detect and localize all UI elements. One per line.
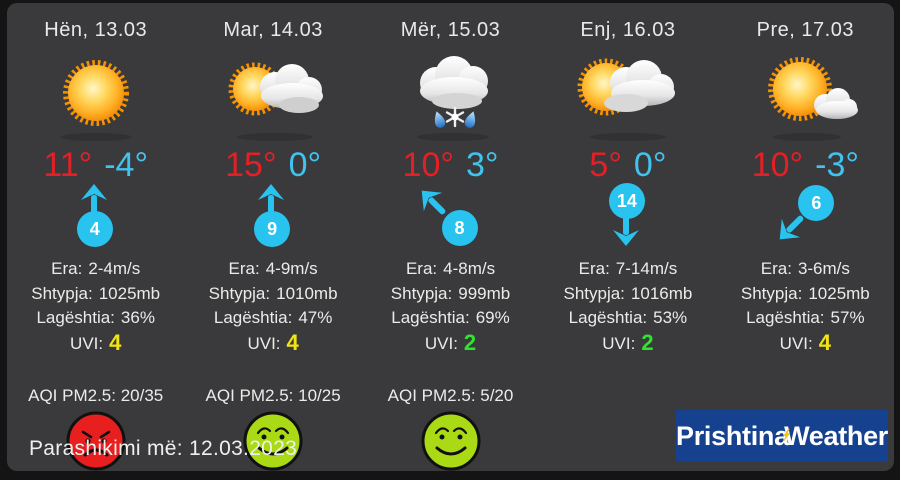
pressure-line: Shtypja: 1016mb	[563, 283, 693, 303]
humidity-line: Lagështia: 57%	[746, 308, 865, 327]
wind-speed-badge: 6	[798, 185, 835, 221]
temp-high: 10°	[751, 146, 804, 184]
weather-partly-cloudy-icon	[184, 47, 361, 145]
humidity-line: Lagështia: 36%	[36, 308, 155, 327]
day-date-label: Mër, 15.03	[400, 19, 501, 41]
uvi-line: UVI: 4	[70, 329, 122, 355]
sad-face-icon	[7, 410, 184, 472]
happy-face-icon	[362, 410, 539, 472]
day-column-3: Mër, 15.03	[362, 19, 539, 471]
weather-sun-small-cloud-icon	[717, 47, 894, 145]
aqi-label: AQI PM2.5: 5/20	[387, 386, 514, 405]
day-date-label: Hën, 13.03	[44, 19, 148, 41]
day-column-4: Enj, 16.03	[539, 19, 716, 471]
weather-details: Era: 4-8m/s Shtypja: 999mb Lagështia: 69% U…	[362, 257, 539, 356]
wind-speed-badge: 14	[608, 183, 645, 219]
wind-speed-badge: 8	[441, 210, 478, 246]
uvi-line: UVI: 4	[247, 329, 299, 355]
wind-direction-arrow	[612, 214, 639, 246]
humidity-line: Lagështia: 53%	[568, 308, 688, 327]
weather-details: Era: 2-4m/s Shtypja: 1025mb Lagështia: 36% …	[7, 257, 184, 356]
wind-widget: 14	[592, 183, 664, 249]
temp-low: 0°	[633, 146, 667, 184]
humidity-line: Lagështia: 47%	[213, 308, 333, 327]
day-columns: Hën, 13.03 11° -4°	[7, 3, 894, 471]
weather-details: Era: 7-14m/s Shtypja: 1016mb Lagështia: 53%…	[539, 257, 716, 356]
temperature-row: 11° -4°	[7, 147, 184, 185]
temperature-row: 15° 0°	[184, 147, 361, 185]
pressure-line: Shtypja: 1010mb	[208, 283, 338, 303]
day-column-1: Hën, 13.03 11° -4°	[7, 19, 184, 471]
forecast-date: Parashikimi më: 12.03.2023	[29, 437, 298, 460]
wind-widget: 9	[237, 183, 309, 249]
uvi-value: 4	[818, 329, 831, 355]
day-date-label: Mar, 14.03	[223, 19, 323, 41]
wind-range-line: Era: 4-9m/s	[228, 259, 318, 278]
aqi-label: AQI PM2.5: 20/35	[28, 386, 164, 405]
temp-high: 10°	[402, 146, 454, 184]
wind-range-line: Era: 4-8m/s	[405, 259, 496, 278]
temperature-row: 10° 3°	[362, 147, 539, 185]
weather-sleet-icon	[362, 47, 539, 145]
temp-high: 5°	[589, 146, 622, 184]
humidity-line: Lagështia: 69%	[391, 308, 510, 327]
wind-widget: 6	[769, 183, 841, 249]
weather-sunny-icon	[7, 47, 184, 145]
uvi-line: UVI: 2	[424, 329, 477, 355]
wind-direction-arrow	[780, 215, 804, 240]
aqi-label: AQI PM2.5: 10/25	[205, 386, 341, 405]
temp-low: 3°	[465, 146, 499, 184]
wind-widget: 4	[60, 183, 132, 249]
wind-direction-arrow	[80, 184, 107, 216]
wind-speed-badge: 9	[254, 211, 291, 247]
temp-low: 0°	[288, 146, 322, 184]
pressure-line: Shtypja: 999mb	[390, 283, 511, 303]
prishtina-weather-logo: Prishtina Weather	[676, 410, 888, 462]
uvi-line: UVI: 2	[602, 329, 654, 355]
day-column-2: Mar, 14.03	[184, 19, 361, 471]
weather-mostly-cloudy-icon	[539, 47, 716, 145]
wind-widget: 8	[415, 183, 487, 249]
uvi-value: 2	[463, 329, 477, 355]
wind-range-line: Era: 2-4m/s	[51, 259, 141, 278]
weather-details: Era: 4-9m/s Shtypja: 1010mb Lagështia: 47% …	[184, 257, 361, 356]
wind-direction-arrow	[258, 184, 285, 216]
uvi-value: 4	[286, 329, 299, 355]
pressure-line: Shtypja: 1025mb	[31, 283, 161, 303]
logo-text-prishtina: Prishtina	[676, 420, 789, 451]
uvi-value: 4	[109, 329, 122, 355]
temperature-row: 5° 0°	[539, 147, 716, 185]
wind-range-line: Era: 7-14m/s	[578, 259, 678, 278]
temp-high: 15°	[225, 146, 277, 184]
forecast-panel: Hën, 13.03 11° -4°	[7, 3, 894, 471]
wind-range-line: Era: 3-6m/s	[760, 259, 850, 278]
wind-speed-badge: 4	[76, 211, 113, 247]
temp-high: 11°	[43, 146, 93, 184]
temp-low: -3°	[815, 146, 859, 184]
wind-direction-arrow	[421, 190, 445, 215]
temp-low: -4°	[104, 146, 149, 184]
logo-text-weather: Weather	[784, 420, 888, 451]
temperature-row: 10° -3°	[717, 147, 894, 185]
happy-face-icon	[184, 410, 361, 472]
pressure-line: Shtypja: 1025mb	[740, 283, 870, 303]
day-column-5: Pre, 17.03	[717, 19, 894, 471]
uvi-line: UVI: 4	[779, 329, 831, 355]
day-date-label: Pre, 17.03	[756, 19, 854, 41]
lightning-bolt-icon	[783, 428, 790, 442]
uvi-value: 2	[641, 329, 654, 355]
weather-details: Era: 3-6m/s Shtypja: 1025mb Lagështia: 57% …	[717, 257, 894, 356]
day-date-label: Enj, 16.03	[580, 19, 676, 41]
